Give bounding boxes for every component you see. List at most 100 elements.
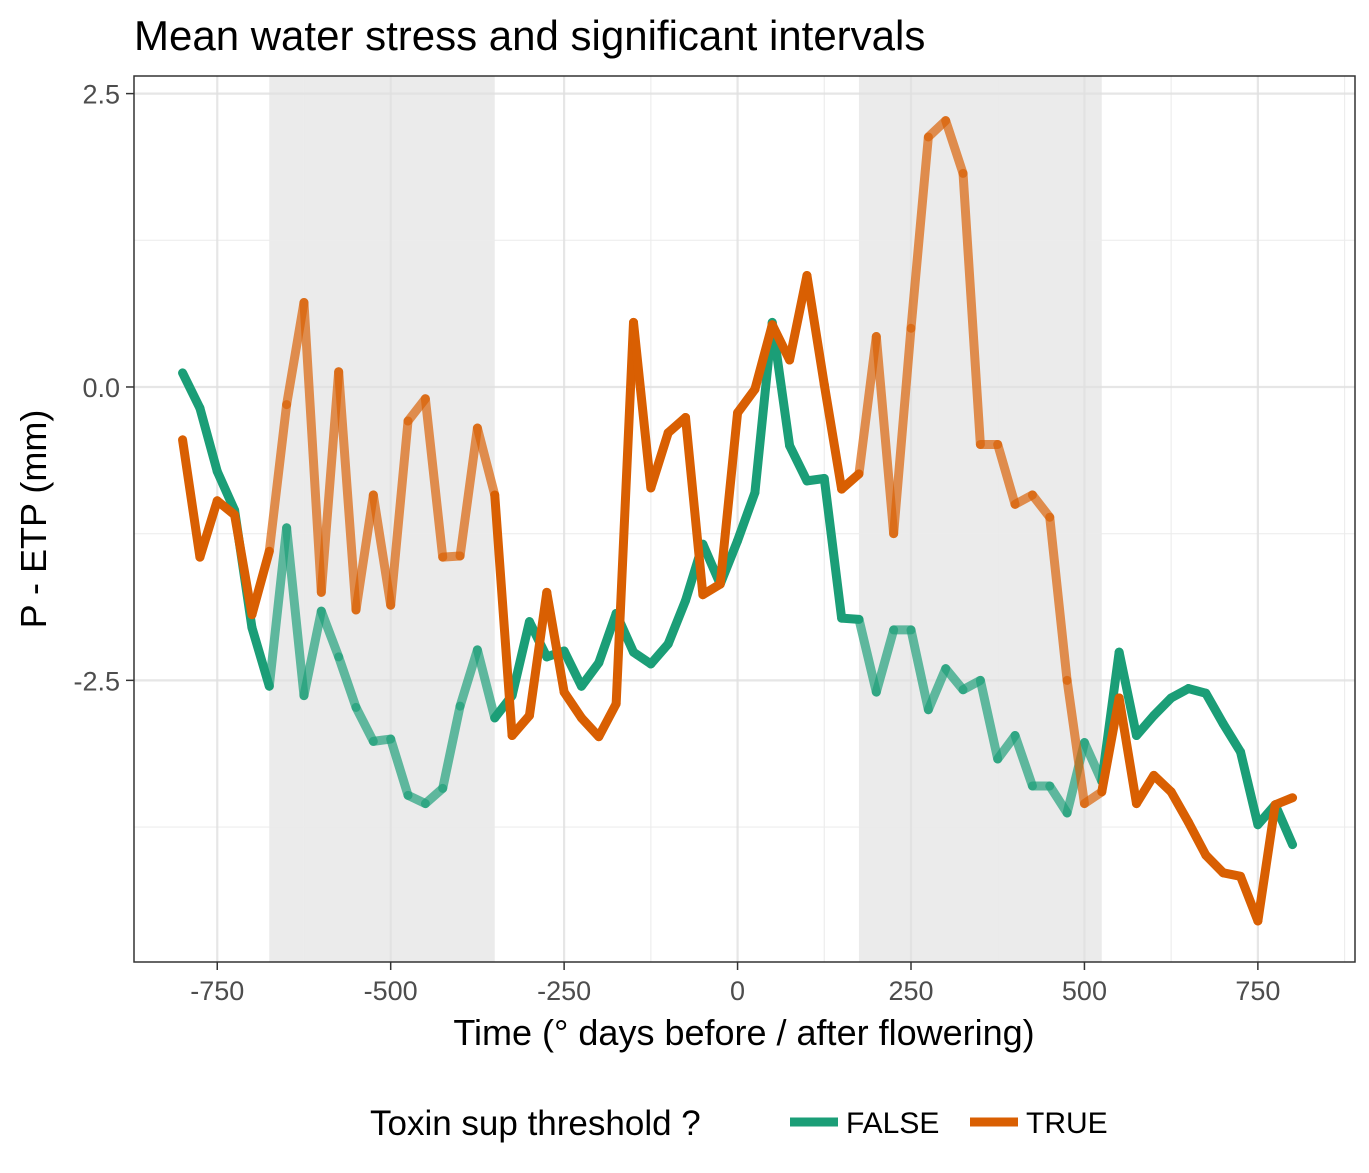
series-segment (1062, 675, 1089, 809)
series-segment (1114, 693, 1141, 809)
x-tick-label: -500 (364, 976, 418, 1006)
series-segment (663, 596, 691, 649)
series-segment (611, 317, 638, 709)
series-segment (455, 645, 482, 711)
series-segment (212, 466, 240, 515)
series-segment (472, 423, 500, 500)
series-segment (871, 625, 899, 697)
plot-border (133, 75, 1356, 963)
series-segment (1218, 719, 1246, 757)
series-segment (576, 658, 604, 691)
series-segment (767, 317, 795, 451)
series-segment (542, 587, 569, 697)
series-segment (1201, 688, 1228, 729)
series-segment (1166, 787, 1193, 827)
series-segment (594, 699, 621, 742)
x-axis-ticks: -750 -500 -250 0 250 500 750 (190, 962, 1280, 1006)
series-segment (646, 428, 673, 493)
series-segment (1270, 793, 1298, 810)
legend-title: Toxin sup threshold ? (370, 1104, 701, 1143)
y-axis-ticks: 2.5 0.0 -2.5 (73, 80, 134, 696)
x-tick-label: 250 (888, 976, 933, 1006)
series-segment (854, 332, 881, 479)
series-segment (733, 488, 760, 546)
series-segment (681, 412, 708, 600)
series-segment (316, 606, 344, 662)
series-segment (733, 384, 760, 418)
series-true (178, 116, 1298, 926)
x-tick-label: -250 (537, 976, 591, 1006)
series-segment (871, 332, 899, 539)
series-segment (438, 701, 465, 793)
series-segment (299, 297, 326, 597)
series-segment (1010, 731, 1037, 791)
series-segment (941, 664, 968, 695)
series-segment (264, 523, 292, 691)
series-segment (455, 423, 482, 561)
series-segment (1045, 512, 1072, 685)
series-segment (906, 132, 933, 333)
series-segment (507, 617, 534, 701)
series-lines (178, 116, 1298, 926)
series-segment (1097, 693, 1124, 797)
series-segment (386, 734, 413, 800)
series-segment (958, 168, 985, 449)
x-tick-label: 500 (1062, 976, 1107, 1006)
series-segment (854, 614, 881, 697)
series-segment (524, 587, 552, 721)
series-segment (1027, 490, 1055, 522)
series-segment (559, 646, 586, 691)
series-segment (906, 625, 933, 715)
series-segment (230, 510, 257, 620)
chart-title: Mean water stress and significant interv… (134, 12, 925, 59)
significant-interval (269, 76, 495, 962)
x-tick-label: 0 (730, 976, 745, 1006)
series-segment (195, 403, 222, 476)
series-segment (247, 546, 274, 620)
series-segment (386, 416, 413, 610)
legend-label-false: FALSE (846, 1107, 939, 1140)
series-segment (889, 323, 916, 539)
series-segment (264, 400, 292, 556)
series-segment (750, 320, 777, 394)
series-segment (178, 435, 205, 562)
series-segment (819, 474, 847, 623)
y-tick-label: 0.0 (82, 373, 120, 403)
series-segment (941, 116, 968, 178)
legend: Toxin sup threshold ? FALSE TRUE (370, 1104, 1108, 1143)
y-tick-label: 2.5 (82, 80, 120, 110)
x-tick-label: 750 (1235, 976, 1280, 1006)
series-segment (195, 496, 222, 562)
y-tick-label: -2.5 (73, 666, 120, 696)
series-segment (1131, 770, 1159, 809)
series-segment (819, 380, 847, 494)
series-segment (715, 408, 743, 589)
series-segment (316, 367, 344, 597)
series-segment (785, 441, 812, 486)
series-segment (1114, 647, 1141, 741)
series-segment (351, 490, 378, 615)
x-axis-label: Time (° days before / after flowering) (453, 1012, 1034, 1053)
series-segment (1236, 747, 1263, 830)
series-segment (993, 439, 1020, 509)
series-segment (802, 270, 829, 390)
series-segment (472, 645, 500, 723)
series-segment (1253, 800, 1280, 926)
series-segment (334, 652, 361, 712)
series-segment (923, 664, 951, 715)
x-tick-label: -750 (190, 976, 244, 1006)
series-segment (334, 367, 361, 615)
series-segment (351, 702, 378, 746)
series-segment (1184, 817, 1211, 860)
series-segment (975, 675, 1003, 764)
series-segment (559, 687, 586, 723)
series-segment (420, 394, 448, 562)
series-segment (178, 368, 205, 413)
series-segment (368, 490, 396, 610)
series-segment (629, 317, 656, 493)
series-segment (785, 270, 812, 365)
y-axis-label: P - ETP (mm) (13, 410, 54, 629)
significant-interval (858, 76, 1102, 962)
significant-intervals (269, 76, 1102, 962)
